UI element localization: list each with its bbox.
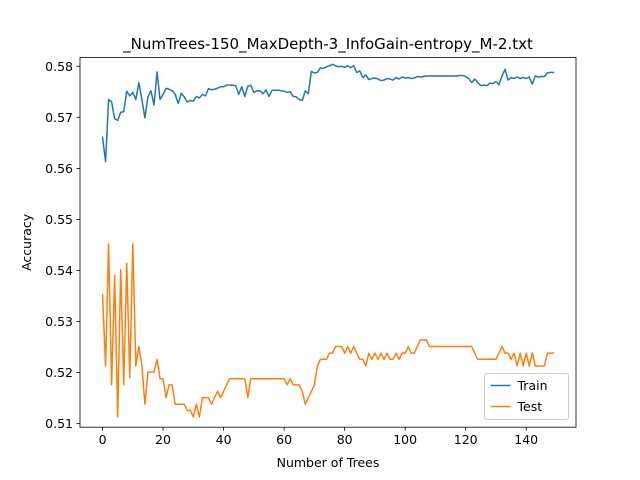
series-line-test [101,243,555,418]
plot-frame [79,57,577,428]
series-line-train [101,63,555,163]
series-layer [101,63,555,418]
plot-area [80,57,576,428]
x-tick-label: 80 [337,432,353,447]
chart-title: _NumTrees-150_MaxDepth-3_InfoGain-entrop… [122,35,533,54]
x-axis: 0 20 40 60 80 100 120 140 [99,427,538,447]
y-tick-label: 0.55 [45,212,73,227]
y-tick-label: 0.57 [45,110,73,125]
x-tick-label: 0 [99,432,107,447]
legend: Train Test [484,373,569,420]
y-tick-label: 0.51 [45,416,73,431]
x-tick-label: 40 [216,432,232,447]
y-axis-label: Accuracy [19,213,34,271]
x-tick-label: 140 [514,432,538,447]
legend-label-test: Test [517,399,543,414]
y-axis: 0.51 0.52 0.53 0.54 0.55 0.56 0.57 0.58 [45,59,80,431]
legend-label-train: Train [517,378,548,393]
x-tick-label: 60 [276,432,292,447]
y-tick-label: 0.54 [45,263,73,278]
x-axis-label: Number of Trees [277,455,380,470]
y-tick-label: 0.53 [45,314,73,329]
x-tick-label: 120 [454,432,478,447]
y-tick-label: 0.52 [45,365,73,380]
y-tick-label: 0.58 [45,59,73,74]
x-tick-label: 20 [155,432,171,447]
y-tick-label: 0.56 [45,161,73,176]
x-tick-label: 100 [393,432,417,447]
